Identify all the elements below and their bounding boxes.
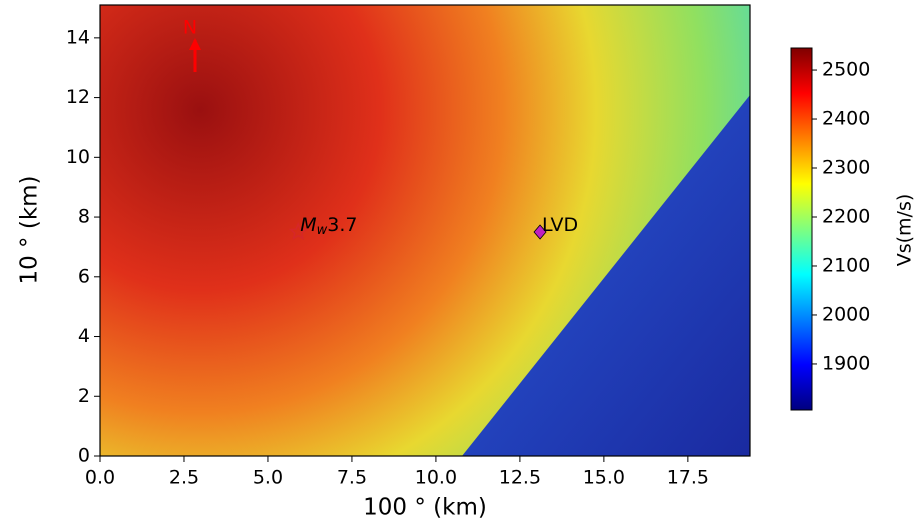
- label-sub: w: [317, 222, 328, 237]
- colorbar-tick-label: 2300: [822, 157, 870, 179]
- y-tick-label: 10: [66, 146, 90, 168]
- y-tick-label: 0: [78, 445, 90, 467]
- colorbar: [791, 48, 812, 410]
- colorbar-tick-label: 2200: [822, 205, 870, 227]
- x-tick-label: 2.5: [169, 467, 199, 489]
- marker-label: LVD: [542, 213, 578, 235]
- y-tick-label: 2: [78, 385, 90, 407]
- label-rest: LVD: [542, 213, 578, 235]
- colorbar-tick-label: 2400: [822, 108, 870, 130]
- y-tick-label: 4: [78, 325, 90, 347]
- x-tick-label: 5.0: [253, 467, 283, 489]
- colorbar-tick-label: 2500: [822, 59, 870, 81]
- colorbar-tick-label: 1900: [822, 352, 870, 374]
- chart: 100 ° (km) 10 ° (km) Vs(m/s) N 0.0 2.5 5.0…: [0, 0, 921, 526]
- x-tick-label: 12.5: [499, 467, 541, 489]
- x-tick-label: 10.0: [415, 467, 457, 489]
- x-tick-label: 17.5: [667, 467, 709, 489]
- y-tick-label: 6: [78, 265, 90, 287]
- colorbar-tick-label: 2000: [822, 303, 870, 325]
- label-rest: 3.7: [327, 213, 357, 235]
- north-label: N: [183, 17, 197, 39]
- x-tick-label: 7.5: [337, 467, 367, 489]
- marker-label: Mw3.7: [300, 213, 357, 237]
- x-axis-label: 100 ° (km): [363, 495, 487, 521]
- y-tick-label: 14: [66, 26, 90, 48]
- y-tick-label: 12: [66, 86, 90, 108]
- y-axis-label: 10 ° (km): [17, 175, 43, 284]
- colorbar-label: Vs(m/s): [894, 194, 916, 267]
- x-tick-label: 15.0: [583, 467, 625, 489]
- label-base: M: [300, 213, 316, 235]
- y-tick-label: 8: [78, 206, 90, 228]
- x-tick-label: 0.0: [85, 467, 115, 489]
- colorbar-tick-label: 2100: [822, 254, 870, 276]
